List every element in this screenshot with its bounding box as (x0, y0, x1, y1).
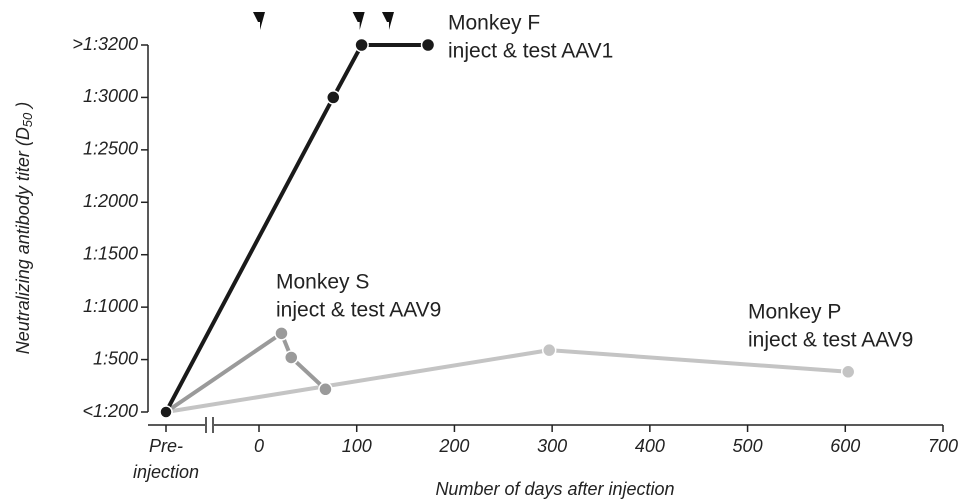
point (326, 90, 341, 105)
pre-segment (165, 348, 550, 414)
x-tick-label: 600 (830, 436, 860, 456)
injection-marker (381, 12, 394, 30)
y-tick-label: <1:200 (82, 401, 138, 421)
point (274, 326, 289, 341)
x-tick-label: 700 (928, 436, 958, 456)
y-tick-label: 1:2500 (83, 139, 138, 159)
x-tick-label: 200 (438, 436, 469, 456)
series-line (549, 348, 849, 374)
x-tick-label: 500 (733, 436, 763, 456)
point (420, 37, 436, 53)
y-tick-label: 1:3000 (83, 86, 138, 106)
point (840, 364, 856, 380)
pre-segment (164, 331, 283, 414)
y-label-end: ) (13, 102, 33, 113)
y-tick-label: 1:1500 (83, 243, 138, 263)
injection-marker (253, 12, 265, 30)
series-annotation: inject & test AAV1 (448, 40, 613, 63)
point (283, 350, 299, 365)
point (354, 37, 369, 53)
x-tick-label: 300 (537, 436, 567, 456)
injection-marker (352, 12, 365, 30)
y-tick-label: 1:1000 (83, 296, 138, 316)
point (318, 382, 333, 397)
pre-point (159, 405, 173, 419)
y-label-sub: 50 (20, 112, 35, 127)
series-annotation: Monkey P (748, 301, 841, 324)
point (541, 342, 557, 358)
y-tick-label: 1:500 (93, 348, 138, 368)
series-annotation: inject & test AAV9 (276, 299, 441, 322)
series-line (331, 43, 429, 99)
x-axis-label: Number of days after injection (435, 479, 674, 499)
y-label-text: Neutralizing antibody titer (D (13, 127, 33, 354)
y-tick-label: 1:2000 (83, 191, 138, 211)
series-annotation: Monkey S (276, 271, 369, 294)
pre-label: Pre- (149, 436, 183, 456)
y-axis-label: Neutralizing antibody titer (D50 ) (13, 102, 36, 355)
series-annotation: Monkey F (448, 12, 540, 35)
y-tick-label: >1:3200 (72, 34, 138, 54)
series-annotation: inject & test AAV9 (748, 329, 913, 352)
pre-segment (164, 96, 336, 413)
x-tick-label: 0 (254, 436, 264, 456)
pre-label: injection (133, 462, 199, 482)
x-tick-label: 100 (342, 436, 372, 456)
x-tick-label: 400 (635, 436, 665, 456)
